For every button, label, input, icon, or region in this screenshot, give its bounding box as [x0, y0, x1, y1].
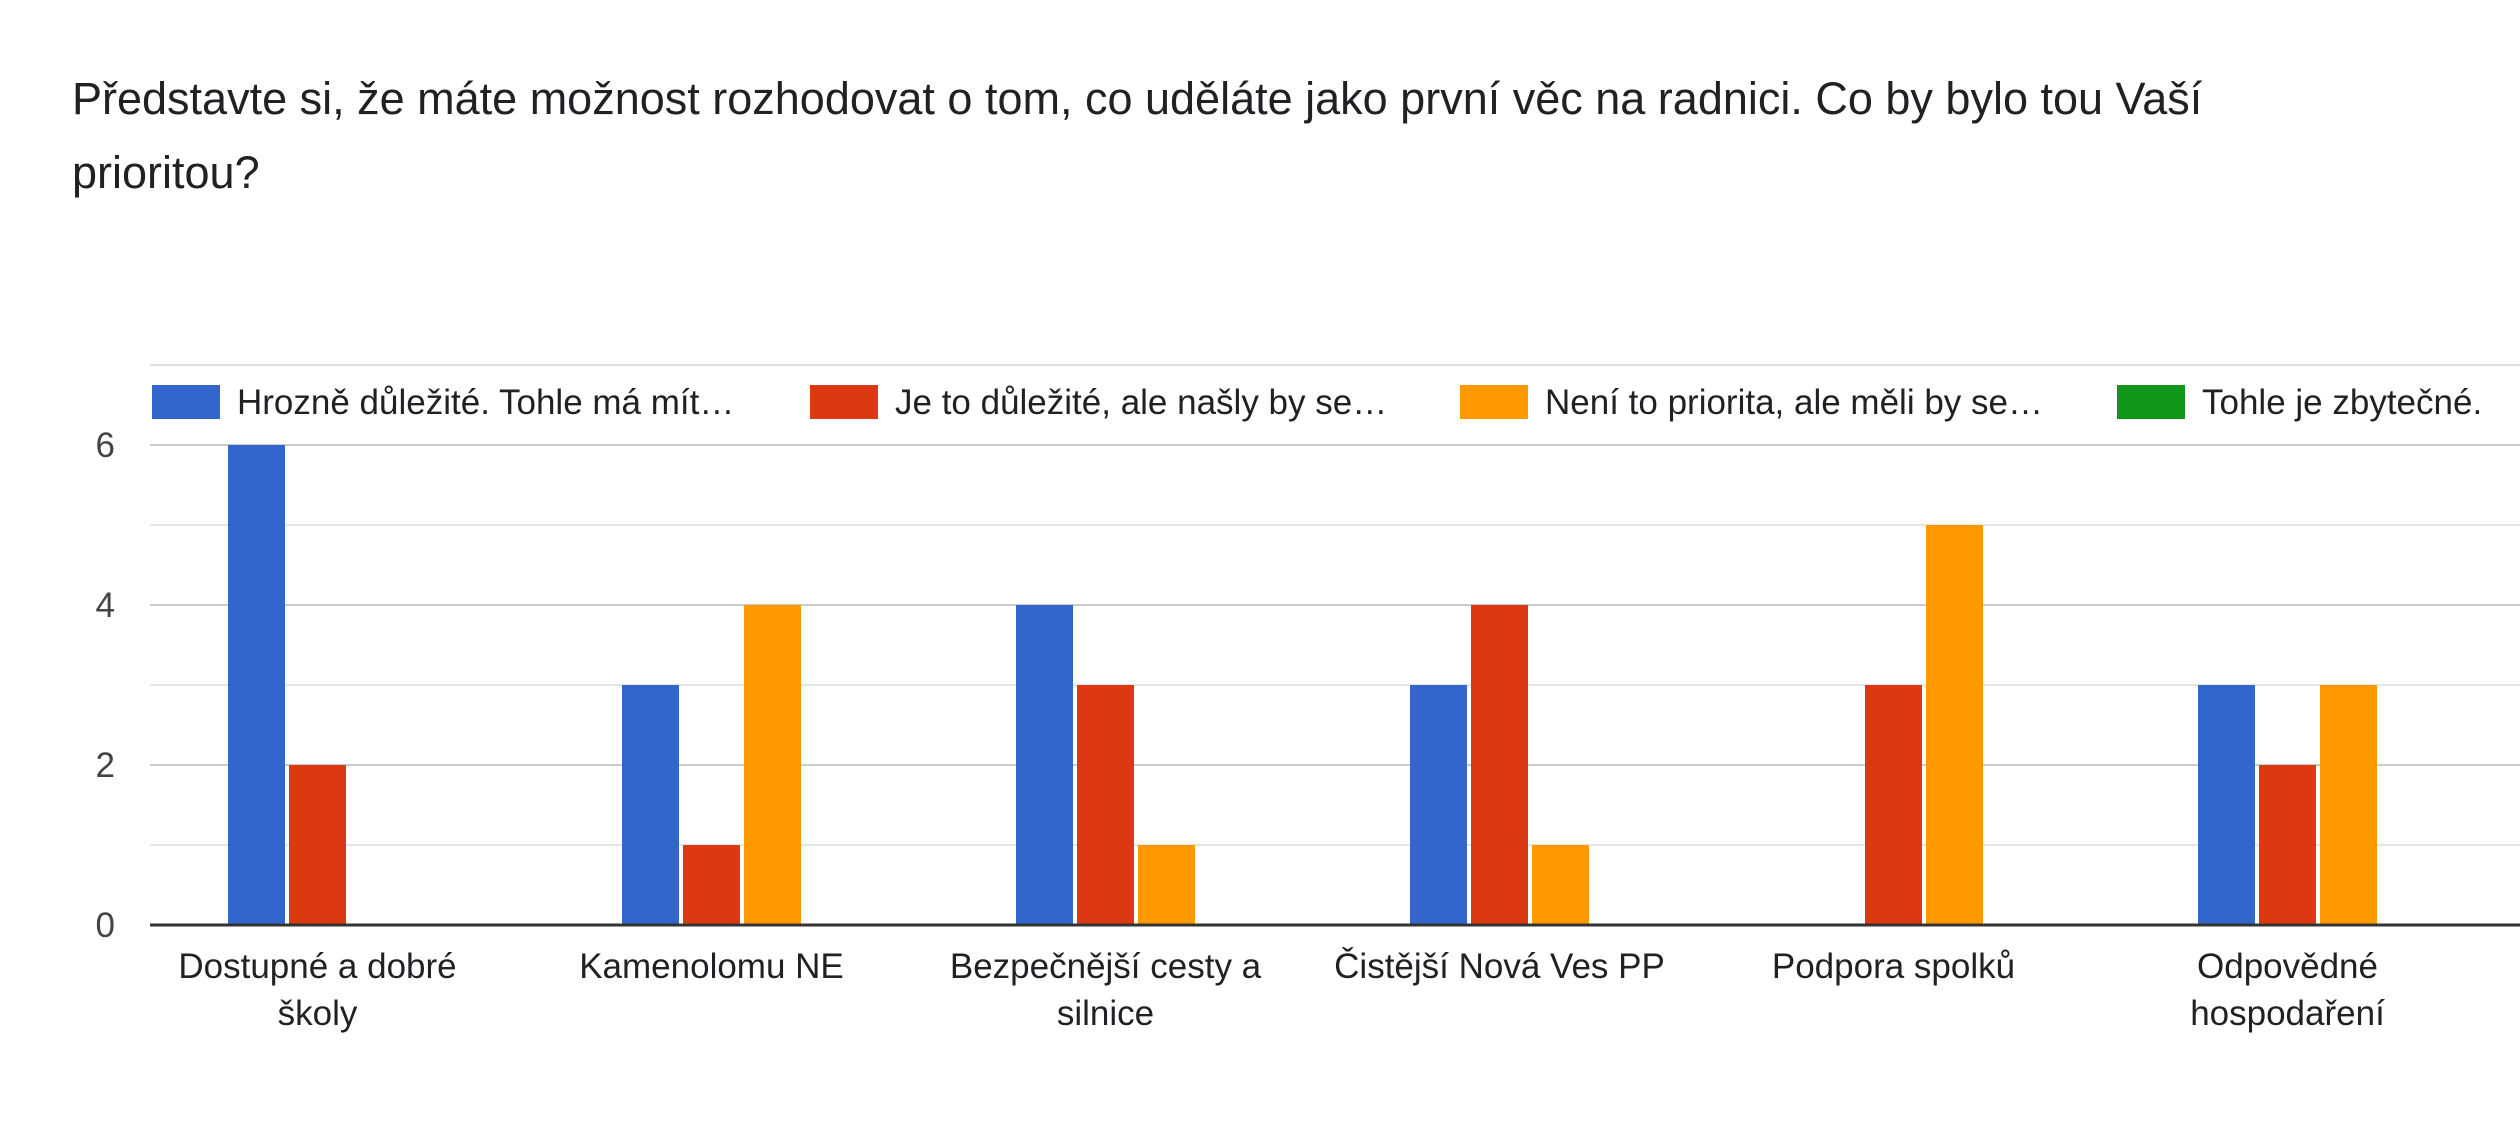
x-category-label: Čistější Nová Ves PP	[1334, 947, 1665, 986]
x-category-label-line: Dostupné a dobré	[178, 947, 456, 986]
x-category-label-line: Odpovědné	[2197, 947, 2378, 986]
y-tick-label: 0	[96, 906, 115, 945]
x-category-label: Dostupné a dobré školy	[178, 947, 456, 1033]
x-category-label-line: Čistější Nová Ves PP	[1334, 947, 1665, 986]
legend-label: Je to důležité, ale našly by se…	[895, 383, 1387, 422]
bar	[289, 765, 346, 925]
x-category-label: Kamenolomu NE	[579, 947, 844, 986]
x-category-label-line: školy	[278, 994, 358, 1033]
bar	[1926, 525, 1983, 925]
x-category-label-line: Bezpečnější cesty a	[950, 947, 1262, 986]
x-category-label-line: Kamenolomu NE	[579, 947, 844, 986]
y-tick-label: 2	[96, 746, 115, 785]
bar	[2320, 685, 2377, 925]
bar	[622, 685, 679, 925]
bar	[744, 605, 801, 925]
bar	[1016, 605, 1073, 925]
legend-swatch	[810, 385, 878, 419]
bar	[1138, 845, 1195, 925]
legend-label: Tohle je zbytečné.	[2202, 383, 2482, 422]
bar	[1865, 685, 1922, 925]
x-category-label-line: silnice	[1057, 994, 1154, 1033]
x-category-label: Bezpečnější cesty a silnice	[950, 947, 1262, 1033]
legend-swatch	[152, 385, 220, 419]
bar	[1410, 685, 1467, 925]
bar	[683, 845, 740, 925]
bar	[1471, 605, 1528, 925]
x-category-label-line: hospodaření	[2190, 994, 2385, 1033]
x-category-label: Podpora spolků	[1772, 947, 2015, 986]
y-tick-label: 4	[96, 586, 115, 625]
legend-swatch	[1460, 385, 1528, 419]
bar	[2198, 685, 2255, 925]
x-category-label-line: Podpora spolků	[1772, 947, 2015, 986]
y-tick-label: 6	[96, 426, 115, 465]
legend-swatch	[2117, 385, 2185, 419]
x-category-label: Odpovědné hospodaření	[2190, 947, 2385, 1033]
bar	[1532, 845, 1589, 925]
legend-label: Není to priorita, ale měli by se…	[1545, 383, 2043, 422]
bar	[1077, 685, 1134, 925]
bar	[2259, 765, 2316, 925]
legend-label: Hrozně důležité. Tohle má mít…	[237, 383, 734, 422]
bar	[228, 445, 285, 925]
question-title: Představte si, že máte možnost rozhodova…	[72, 73, 2203, 198]
